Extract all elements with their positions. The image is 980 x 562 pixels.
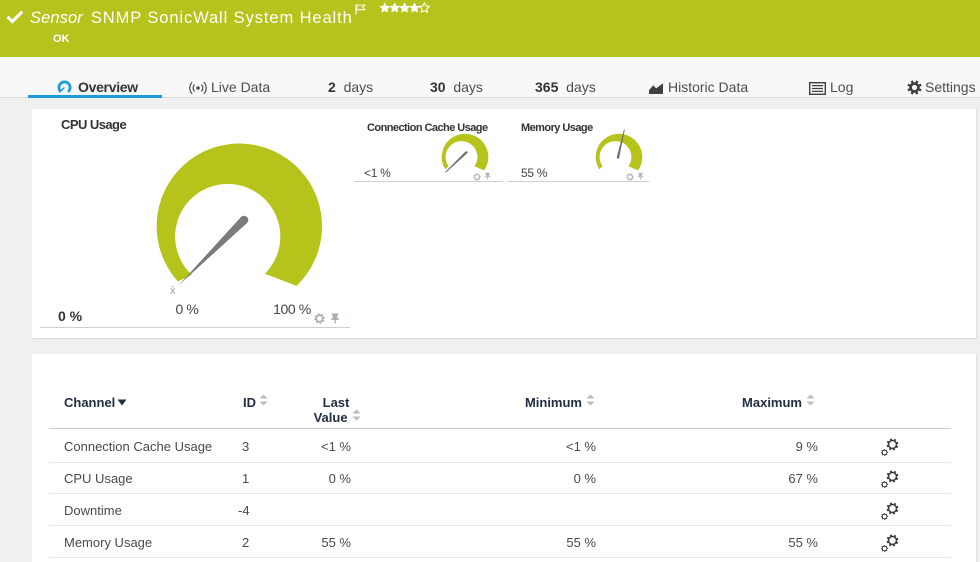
svg-text:x̄: x̄ <box>170 285 176 297</box>
